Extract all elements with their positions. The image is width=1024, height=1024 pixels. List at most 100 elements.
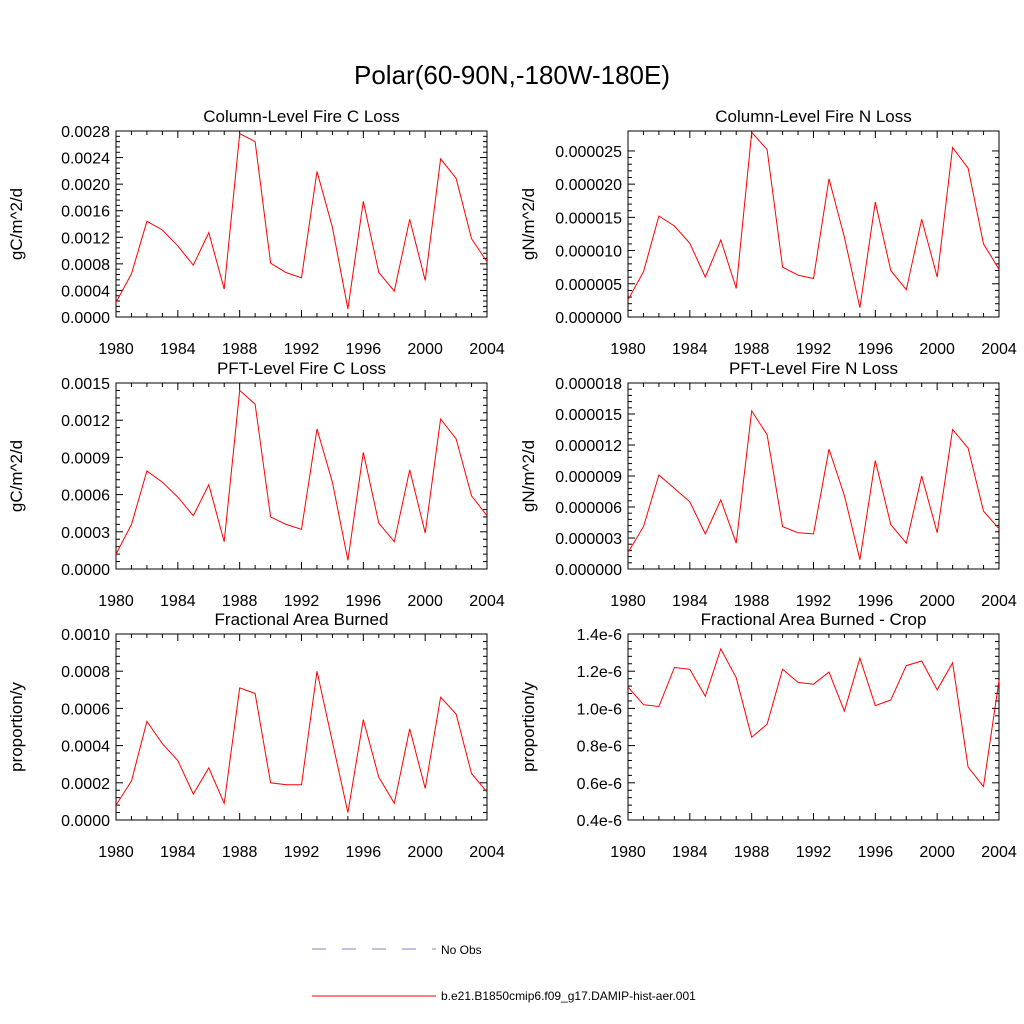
- y-tick-label: 0.0000: [61, 310, 110, 327]
- x-tick-label: 2004: [469, 341, 505, 358]
- x-tick-label: 2004: [469, 844, 505, 861]
- y-tick-label: 1.2e-6: [577, 664, 622, 681]
- x-tick-label: 2000: [919, 341, 955, 358]
- x-tick-label: 1992: [796, 844, 832, 861]
- y-tick-label: 0.000020: [555, 177, 622, 194]
- panel-title: Fractional Area Burned: [215, 610, 389, 629]
- y-tick-label: 0.000018: [555, 376, 622, 393]
- x-tick-label: 1988: [734, 844, 770, 861]
- y-tick-label: 1.4e-6: [577, 627, 622, 644]
- y-tick-label: 0.4e-6: [577, 813, 622, 830]
- y-tick-label: 0.000025: [555, 144, 622, 161]
- x-tick-label: 1984: [672, 593, 708, 610]
- x-tick-label: 1984: [160, 593, 196, 610]
- y-tick-label: 0.000000: [555, 562, 622, 579]
- x-tick-label: 2000: [919, 593, 955, 610]
- y-tick-label: 0.0002: [61, 776, 110, 793]
- x-tick-label: 2004: [981, 593, 1017, 610]
- y-tick-label: 0.000006: [555, 500, 622, 517]
- x-tick-label: 2000: [919, 844, 955, 861]
- plot-frame: [115, 130, 488, 318]
- x-tick-label: 1980: [610, 844, 646, 861]
- y-tick-label: 0.000000: [555, 310, 622, 327]
- x-tick-label: 2000: [407, 341, 443, 358]
- y-tick-label: 0.0016: [61, 204, 110, 221]
- plot-frame: [115, 382, 488, 570]
- y-tick-label: 0.000012: [555, 438, 622, 455]
- x-tick-label: 1980: [98, 844, 134, 861]
- x-tick-label: 2000: [407, 593, 443, 610]
- x-tick-label: 1996: [858, 341, 894, 358]
- x-tick-label: 2000: [407, 844, 443, 861]
- x-tick-label: 1992: [284, 341, 320, 358]
- x-tick-label: 1996: [346, 341, 382, 358]
- panel-title: PFT-Level Fire N Loss: [729, 359, 898, 378]
- y-tick-label: 0.0004: [61, 283, 110, 300]
- y-tick-label: 0.0006: [61, 701, 110, 718]
- series-line: [115, 671, 488, 813]
- y-tick-label: 0.0004: [61, 739, 110, 756]
- y-tick-label: 0.8e-6: [577, 739, 622, 756]
- y-tick-label: 1.0e-6: [577, 701, 622, 718]
- y-tick-label: 0.0028: [61, 124, 110, 141]
- y-tick-label: 0.0000: [61, 562, 110, 579]
- y-tick-label: 0.0003: [61, 525, 110, 542]
- legend: No Obs b.e21.B1850cmip6.f09_g17.DAMIP-hi…: [312, 943, 696, 1003]
- y-tick-label: 0.0009: [61, 450, 110, 467]
- y-tick-label: 0.0024: [61, 151, 110, 168]
- chart-panel-4: PFT-Level Fire N Loss gN/m^2/d 1980 1984 198…: [519, 359, 1017, 610]
- x-tick-label: 1996: [346, 593, 382, 610]
- y-tick-label: 0.0010: [61, 627, 110, 644]
- series-line: [115, 389, 488, 561]
- x-tick-label: 1988: [734, 593, 770, 610]
- x-tick-label: 1992: [796, 341, 832, 358]
- y-tick-label: 0.0012: [61, 413, 110, 430]
- x-tick-label: 1984: [160, 341, 196, 358]
- x-tick-label: 1984: [160, 844, 196, 861]
- y-tick-label: 0.000005: [555, 277, 622, 294]
- x-tick-label: 1984: [672, 844, 708, 861]
- y-tick-label: 0.0015: [61, 376, 110, 393]
- plot-frame: [627, 633, 1000, 821]
- x-tick-label: 1984: [672, 341, 708, 358]
- series-line: [627, 131, 1000, 308]
- panels: Column-Level Fire C Loss gC/m^2/d 1980 1984…: [7, 107, 1017, 861]
- y-tick-label: 0.0020: [61, 177, 110, 194]
- y-tick-label: 0.000009: [555, 469, 622, 486]
- panel-title: Fractional Area Burned - Crop: [701, 610, 927, 629]
- panel-title: Column-Level Fire N Loss: [715, 107, 912, 126]
- y-axis-label: gC/m^2/d: [7, 440, 26, 512]
- y-axis-label: gC/m^2/d: [7, 188, 26, 260]
- x-tick-label: 1988: [222, 593, 258, 610]
- y-tick-label: 0.0008: [61, 257, 110, 274]
- plot-frame: [627, 382, 1000, 570]
- x-tick-label: 2004: [981, 341, 1017, 358]
- x-tick-label: 1988: [222, 341, 258, 358]
- y-tick-label: 0.0000: [61, 813, 110, 830]
- x-tick-label: 1980: [98, 593, 134, 610]
- y-tick-label: 0.000003: [555, 531, 622, 548]
- legend-label-model: b.e21.B1850cmip6.f09_g17.DAMIP-hist-aer.…: [441, 989, 696, 1003]
- plot-frame: [115, 633, 488, 821]
- x-tick-label: 1996: [858, 844, 894, 861]
- x-tick-label: 1980: [610, 341, 646, 358]
- panel-title: PFT-Level Fire C Loss: [217, 359, 386, 378]
- y-tick-label: 0.000015: [555, 407, 622, 424]
- figure-title: Polar(60-90N,-180W-180E): [354, 60, 670, 90]
- x-tick-label: 1996: [346, 844, 382, 861]
- chart-panel-3: PFT-Level Fire C Loss gC/m^2/d 1980 1984 198…: [7, 359, 505, 610]
- y-axis-label: proportion/y: [7, 682, 26, 772]
- x-tick-label: 1992: [284, 593, 320, 610]
- y-axis-label: gN/m^2/d: [519, 188, 538, 260]
- chart-panel-6: Fractional Area Burned - Crop proportion/…: [519, 610, 1017, 861]
- y-tick-label: 0.0008: [61, 664, 110, 681]
- y-axis-label: gN/m^2/d: [519, 440, 538, 512]
- chart-panel-2: Column-Level Fire N Loss gN/m^2/d 1980 1984…: [519, 107, 1017, 358]
- y-tick-label: 0.0012: [61, 230, 110, 247]
- y-tick-label: 0.6e-6: [577, 776, 622, 793]
- x-tick-label: 1980: [610, 593, 646, 610]
- chart-panel-5: Fractional Area Burned proportion/y 1980 19…: [7, 610, 505, 861]
- series-line: [627, 647, 1000, 788]
- chart-panel-1: Column-Level Fire C Loss gC/m^2/d 1980 1984…: [7, 107, 505, 358]
